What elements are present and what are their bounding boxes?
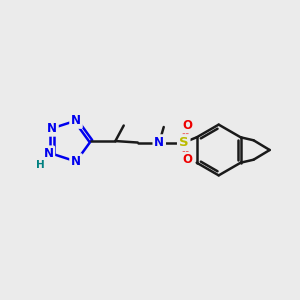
Text: H: H [36,160,45,170]
Text: N: N [71,114,81,127]
Text: N: N [47,122,57,135]
Text: O: O [182,153,192,167]
Text: N: N [71,155,81,168]
Text: S: S [179,136,189,149]
Text: N: N [154,136,164,149]
Text: O: O [182,119,192,132]
Text: N: N [44,147,53,160]
